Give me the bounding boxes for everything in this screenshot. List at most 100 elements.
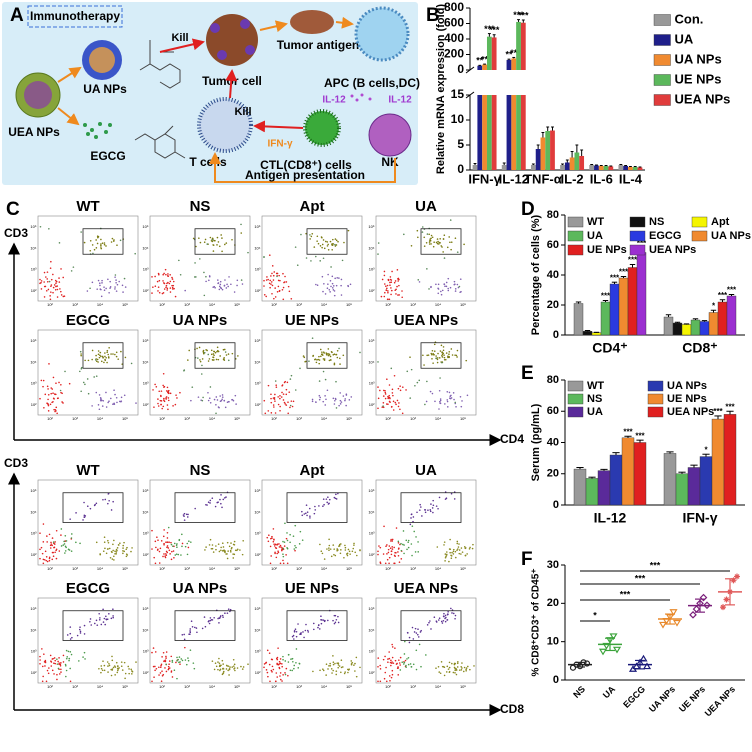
event-dot <box>121 669 124 671</box>
event-dot <box>333 548 335 550</box>
y-tick-label: 0 <box>457 162 464 176</box>
event-dot <box>64 550 67 552</box>
event-dot <box>96 624 99 626</box>
event-dot <box>127 665 130 668</box>
y-tick-label: 20 <box>547 468 559 480</box>
event-dot <box>407 546 410 549</box>
event-dot <box>221 659 224 662</box>
event-dot <box>436 242 439 245</box>
event-dot <box>455 668 458 671</box>
event-dot <box>100 238 102 241</box>
event-dot <box>469 546 471 549</box>
flow-y-tick-label: 10⁵ <box>142 488 148 493</box>
event-dot <box>276 272 279 275</box>
event-dot <box>103 243 106 246</box>
event-dot <box>426 354 428 357</box>
event-dot <box>460 669 463 671</box>
legend-swatch <box>647 393 664 405</box>
event-dot <box>433 350 436 352</box>
event-dot <box>431 236 434 239</box>
event-dot <box>391 656 394 659</box>
event-dot <box>240 232 243 234</box>
event-dot <box>278 666 281 669</box>
event-dot <box>218 550 221 553</box>
gate <box>420 228 462 255</box>
event-dot <box>180 658 183 660</box>
event-dot <box>270 281 273 283</box>
flow-y-tick-label: 10² <box>143 670 149 675</box>
event-dot <box>454 669 456 672</box>
event-dot <box>154 665 156 668</box>
event-dot <box>389 679 391 682</box>
significance-label: *** <box>601 292 611 301</box>
flow-x-tick-label: 10⁴ <box>435 684 441 689</box>
event-dot <box>43 296 46 298</box>
event-dot <box>278 663 281 665</box>
event-dot <box>417 551 420 553</box>
event-dot <box>297 667 300 669</box>
event-dot <box>165 651 168 653</box>
event-dot <box>458 549 461 551</box>
event-dot <box>336 356 339 359</box>
event-dot <box>213 350 216 353</box>
event-dot <box>335 493 337 496</box>
event-dot <box>178 656 181 658</box>
event-dot <box>196 347 198 350</box>
event-dot <box>43 406 45 409</box>
event-dot <box>305 232 307 235</box>
panel-label: B <box>426 5 440 26</box>
event-dot <box>309 515 311 517</box>
event-dot <box>324 395 326 397</box>
event-dot <box>279 397 281 400</box>
event-dot <box>386 298 389 301</box>
event-dot <box>461 667 463 669</box>
event-dot <box>326 501 329 504</box>
event-dot <box>398 284 400 287</box>
event-dot <box>221 550 224 552</box>
event-dot <box>399 389 402 392</box>
event-dot <box>263 256 265 258</box>
bar-lower <box>491 95 497 170</box>
event-dot <box>344 671 346 673</box>
event-dot <box>322 668 324 670</box>
event-dot <box>57 397 59 399</box>
significance-label: *** <box>727 286 737 295</box>
event-dot <box>215 396 218 398</box>
event-dot <box>394 555 396 558</box>
event-dot <box>225 354 228 356</box>
event-dot <box>350 396 353 398</box>
event-dot <box>406 548 408 551</box>
event-dot <box>110 617 113 620</box>
event-dot <box>164 660 167 663</box>
event-dot <box>106 361 108 364</box>
event-dot <box>153 406 155 408</box>
event-dot <box>60 294 63 296</box>
flow-x-tick-label: 10⁵ <box>346 566 352 571</box>
event-dot <box>291 405 294 408</box>
event-dot <box>220 549 222 552</box>
event-dot <box>216 346 219 349</box>
event-dot <box>158 666 160 669</box>
legend-label: UA <box>587 230 603 242</box>
event-dot <box>164 555 166 557</box>
event-dot <box>167 397 170 399</box>
event-dot <box>95 375 98 377</box>
event-dot <box>239 549 241 551</box>
event-dot <box>48 363 50 365</box>
event-dot <box>52 286 55 289</box>
event-dot <box>279 675 281 677</box>
event-dot <box>395 403 397 406</box>
event-dot <box>162 384 164 387</box>
event-dot <box>60 391 62 394</box>
event-dot <box>391 548 394 550</box>
event-dot <box>80 354 82 357</box>
legend-label: UE NPs <box>667 393 707 405</box>
event-dot <box>104 355 106 358</box>
event-dot <box>282 562 285 565</box>
event-dot <box>442 352 445 355</box>
axis-label: CD3 <box>4 226 28 240</box>
flow-x-tick-label: 10² <box>159 302 165 307</box>
event-dot <box>223 356 225 359</box>
significance-label: *** <box>635 431 645 440</box>
event-dot <box>384 291 386 294</box>
